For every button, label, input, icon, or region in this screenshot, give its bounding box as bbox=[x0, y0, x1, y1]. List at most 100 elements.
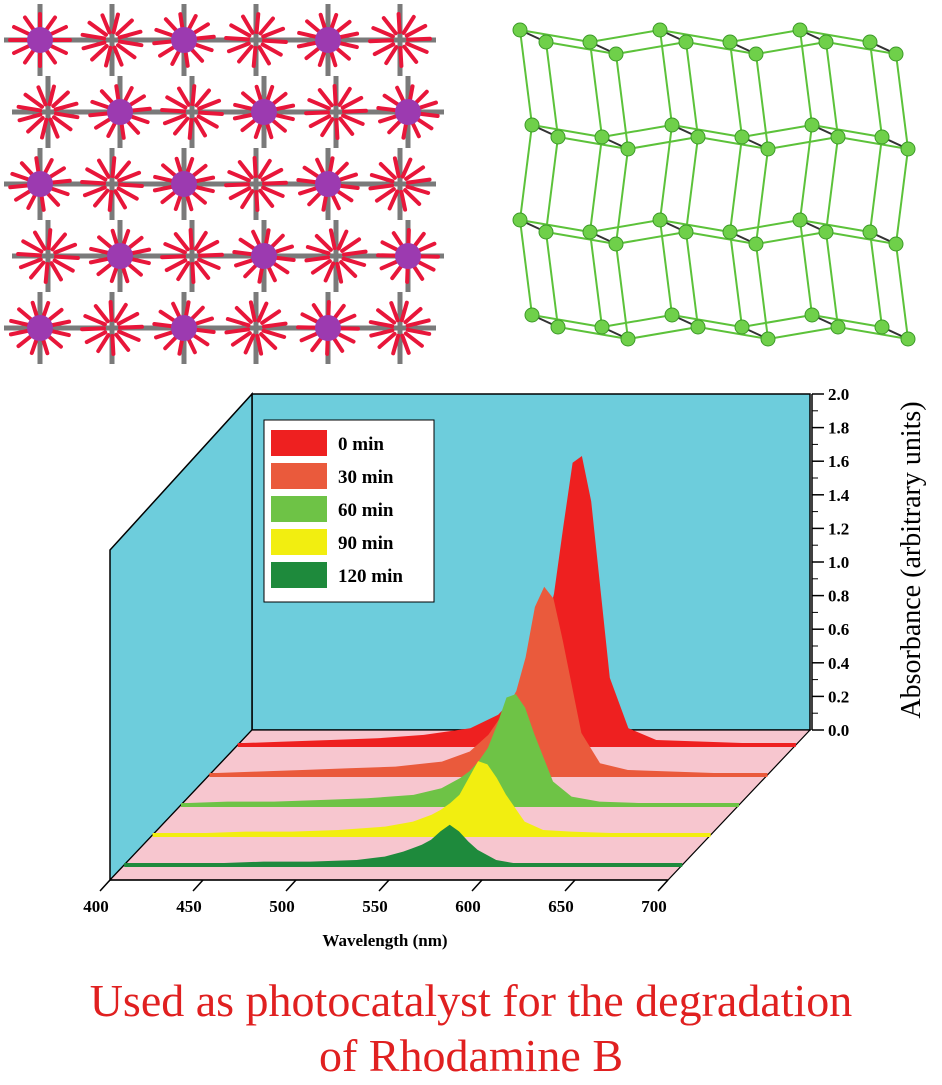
x-tick bbox=[99, 879, 111, 892]
legend-label: 90 min bbox=[338, 533, 394, 554]
oxygen-bond bbox=[368, 320, 395, 329]
oxygen-bond bbox=[260, 167, 284, 182]
oxygen-bond bbox=[257, 158, 272, 179]
oxygen-bond bbox=[400, 333, 411, 355]
oxygen-bond bbox=[224, 36, 251, 42]
net-node bbox=[722, 224, 738, 240]
net-node bbox=[830, 319, 846, 335]
oxygen-bond bbox=[252, 156, 258, 179]
oxygen-bond bbox=[404, 165, 426, 181]
oxygen-bond bbox=[336, 229, 349, 251]
oxygen-bond bbox=[23, 92, 45, 109]
oxygen-bond bbox=[337, 86, 352, 107]
net-edge bbox=[519, 29, 591, 43]
net-edge bbox=[895, 243, 909, 340]
oxygen-bond bbox=[261, 321, 288, 329]
oxygen-bond bbox=[160, 108, 187, 114]
oxygen-bond bbox=[194, 88, 211, 108]
oxygen-bond bbox=[261, 38, 288, 44]
oxygen-bond bbox=[163, 242, 187, 255]
net-edge bbox=[755, 148, 769, 245]
oxygen-bond bbox=[107, 189, 114, 212]
legend-swatch-30-min bbox=[271, 463, 327, 489]
net-node bbox=[734, 319, 750, 335]
oxygen-bond bbox=[323, 261, 336, 283]
oxygen-bond bbox=[188, 228, 194, 251]
oxygen-bond bbox=[378, 162, 397, 180]
x-tick-label: 400 bbox=[83, 897, 109, 916]
net-node bbox=[594, 129, 610, 145]
oxygen-bond bbox=[46, 228, 53, 251]
net-edge bbox=[697, 136, 769, 150]
net-node bbox=[524, 307, 540, 323]
metal-cluster bbox=[315, 171, 341, 197]
net-node bbox=[512, 22, 528, 38]
oxygen-bond bbox=[341, 113, 365, 126]
net-edge bbox=[615, 231, 687, 245]
oxygen-bond bbox=[33, 230, 47, 251]
oxygen-bond bbox=[338, 116, 355, 136]
oxygen-bond bbox=[251, 45, 258, 68]
metal-cluster bbox=[315, 315, 341, 341]
net-node bbox=[792, 212, 808, 228]
net-edge bbox=[557, 136, 629, 150]
oxygen-bond bbox=[368, 183, 395, 191]
metal-cluster bbox=[107, 243, 133, 269]
oxygen-bond bbox=[17, 112, 43, 123]
oxygen-bond bbox=[197, 98, 222, 111]
y-tick-label: 0.6 bbox=[828, 620, 849, 639]
net-edge bbox=[659, 29, 673, 126]
net-edge bbox=[697, 326, 769, 340]
net-node bbox=[608, 46, 624, 62]
oxygen-bond bbox=[261, 328, 287, 339]
oxygen-bond bbox=[197, 257, 221, 270]
oxygen-bond bbox=[193, 117, 207, 138]
oxygen-bond bbox=[196, 114, 219, 129]
oxygen-bond bbox=[47, 84, 56, 107]
oxygen-bond bbox=[341, 256, 367, 267]
net-edge bbox=[519, 124, 533, 221]
oxygen-bond bbox=[81, 40, 107, 51]
net-node bbox=[582, 34, 598, 50]
oxygen-bond bbox=[117, 39, 144, 48]
net-edge bbox=[545, 41, 559, 138]
oxygen-bond bbox=[308, 114, 332, 129]
net-edge bbox=[895, 148, 909, 245]
oxygen-bond bbox=[53, 111, 80, 120]
metal-cluster bbox=[171, 171, 197, 197]
oxygen-bond bbox=[36, 85, 48, 107]
net-edge bbox=[545, 231, 559, 328]
net-edge bbox=[799, 219, 871, 233]
net-node bbox=[760, 331, 776, 347]
oxygen-bond bbox=[228, 186, 252, 201]
legend-label: 60 min bbox=[338, 500, 394, 521]
net-edge bbox=[557, 326, 629, 340]
oxygen-bond bbox=[48, 117, 60, 139]
oxygen-bond bbox=[260, 309, 282, 325]
chart-legend: 0 min 30 min 60 min 90 min 120 min bbox=[263, 419, 435, 603]
net-edge bbox=[767, 326, 839, 340]
oxygen-bond bbox=[403, 331, 424, 348]
oxygen-bond bbox=[40, 117, 49, 140]
oxygen-bond bbox=[116, 311, 140, 326]
net-node bbox=[582, 224, 598, 240]
net-node bbox=[550, 129, 566, 145]
x-tick bbox=[471, 879, 483, 892]
net-edge bbox=[755, 231, 827, 245]
oxygen-bond bbox=[117, 170, 142, 183]
oxygen-bond bbox=[224, 182, 251, 188]
net-node bbox=[664, 307, 680, 323]
oxygen-bond bbox=[240, 189, 255, 210]
oxygen-bond bbox=[260, 42, 283, 57]
oxygen-bond bbox=[341, 249, 368, 257]
oxygen-bond bbox=[399, 300, 409, 323]
topology-net-image bbox=[512, 22, 916, 347]
x-tick bbox=[657, 879, 669, 892]
oxygen-bond bbox=[402, 44, 419, 64]
caption-line-1: Used as photocatalyst for the degradatio… bbox=[89, 975, 853, 1026]
legend-swatch-60-min bbox=[271, 496, 327, 522]
oxygen-bond bbox=[369, 328, 395, 338]
net-edge bbox=[729, 231, 743, 328]
net-node bbox=[830, 129, 846, 145]
net-edge bbox=[589, 219, 661, 233]
